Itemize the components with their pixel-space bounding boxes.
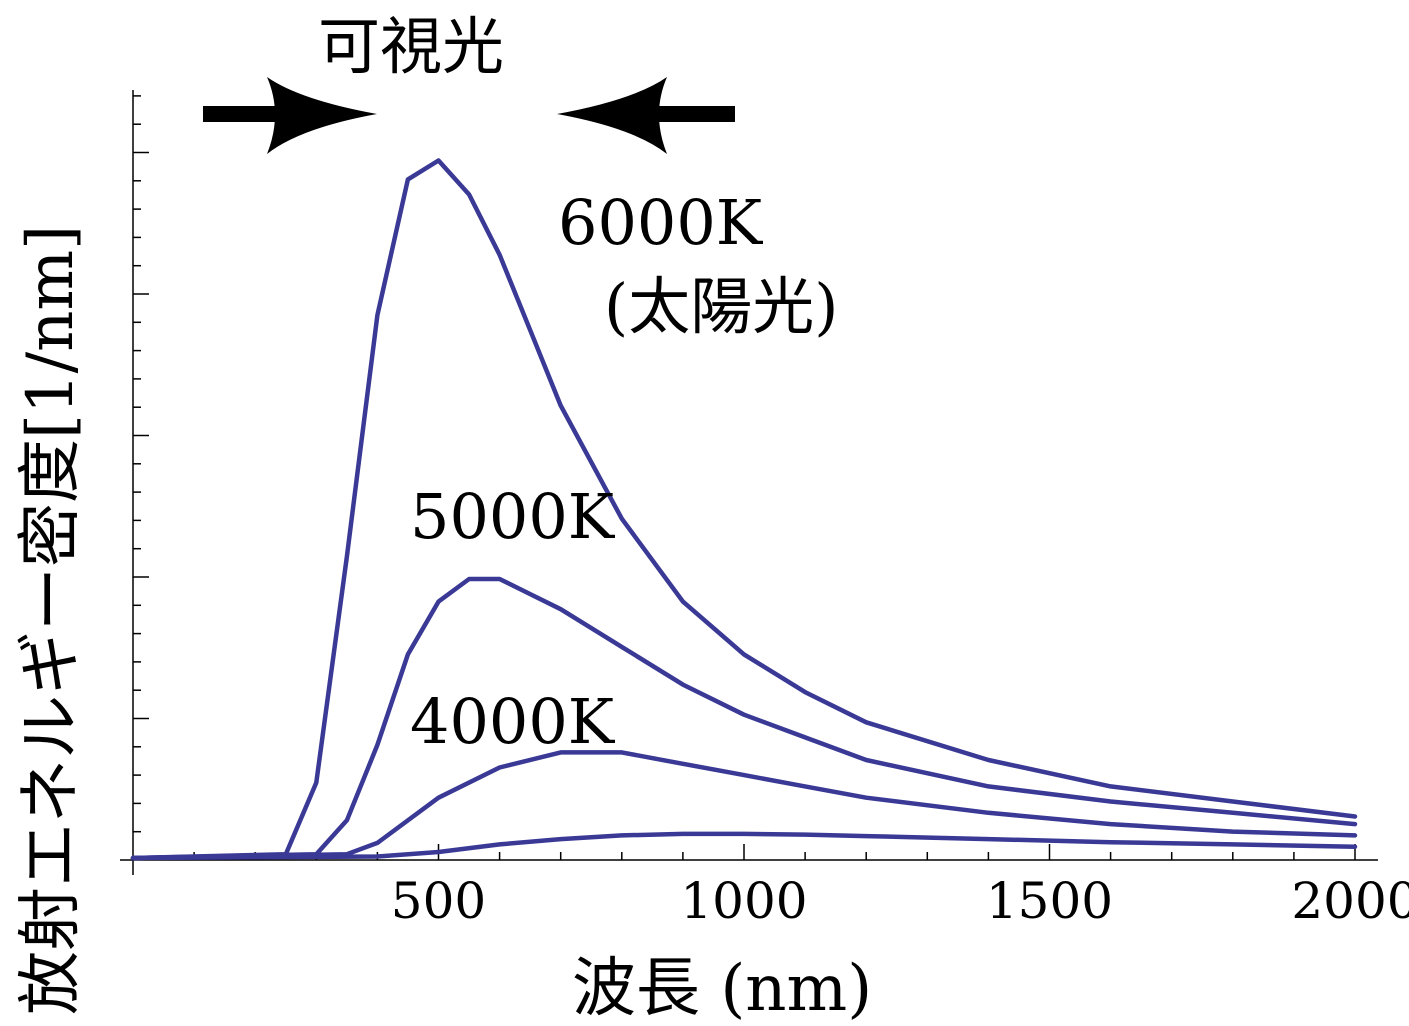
series-line-4 <box>130 831 1358 861</box>
left-arrow-icon <box>203 77 377 154</box>
series-line-3 <box>130 750 1358 861</box>
y-ticks <box>133 95 149 833</box>
x-tick-label: 500 <box>391 872 486 930</box>
x-axis: 500 1000 1500 2000 <box>120 844 1409 930</box>
x-tick-label: 1000 <box>680 872 807 930</box>
y-axis <box>132 90 149 875</box>
series-line-1 <box>130 158 1358 861</box>
x-axis-title: 波長 (nm) <box>572 952 872 1026</box>
series-line-2 <box>130 576 1358 861</box>
label-4000k: 4000K <box>410 685 616 758</box>
label-6000k: 6000K <box>558 186 764 259</box>
label-sunlight: (太陽光) <box>604 270 838 343</box>
x-tick-label: 2000 <box>1291 872 1409 930</box>
y-axis-title: 放射エネルギー密度[1/nm] <box>14 225 88 1015</box>
label-5000k: 5000K <box>410 480 616 553</box>
visible-light-arrows <box>203 77 735 154</box>
visible-light-label: 可視光 <box>318 10 504 83</box>
x-tick-label: 1500 <box>986 872 1113 930</box>
x-tick-labels: 500 1000 1500 2000 <box>391 872 1409 930</box>
right-arrow-icon <box>557 77 735 154</box>
series-group <box>130 158 1358 861</box>
